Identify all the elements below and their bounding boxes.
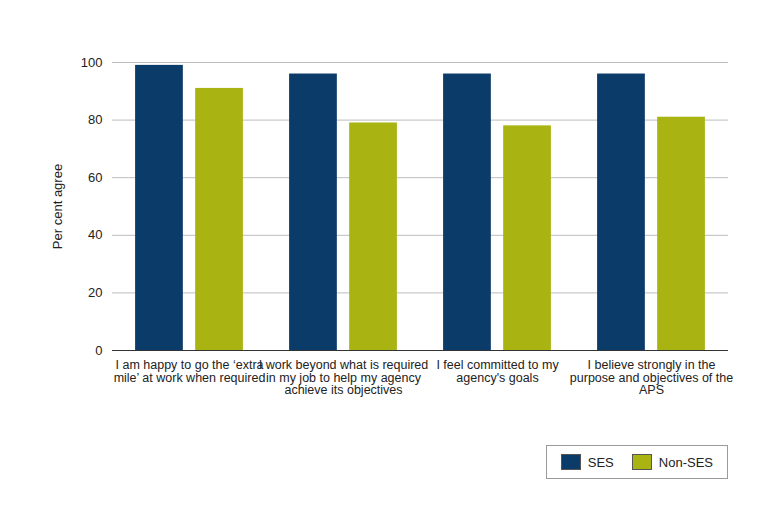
svg-text:0: 0 — [95, 343, 102, 358]
svg-text:I work beyond what is required: I work beyond what is requiredin my job … — [259, 358, 429, 397]
svg-text:I am happy to go the ‘extramil: I am happy to go the ‘extramile’ at work… — [114, 358, 266, 385]
svg-text:60: 60 — [88, 170, 102, 185]
svg-text:100: 100 — [81, 55, 103, 70]
svg-text:40: 40 — [88, 227, 102, 242]
svg-text:20: 20 — [88, 285, 102, 300]
html-text:SES: SES — [587, 454, 614, 470]
svg-text:I believe strongly in thepurpo: I believe strongly in thepurpose and obj… — [570, 358, 733, 397]
svg-text:80: 80 — [88, 112, 102, 127]
svg-text:Per cent agree: Per cent agree — [50, 164, 65, 249]
html-text:Non-SES: Non-SES — [658, 454, 713, 470]
svg-text:I feel committed to myagency's: I feel committed to myagency's goals — [436, 358, 559, 385]
